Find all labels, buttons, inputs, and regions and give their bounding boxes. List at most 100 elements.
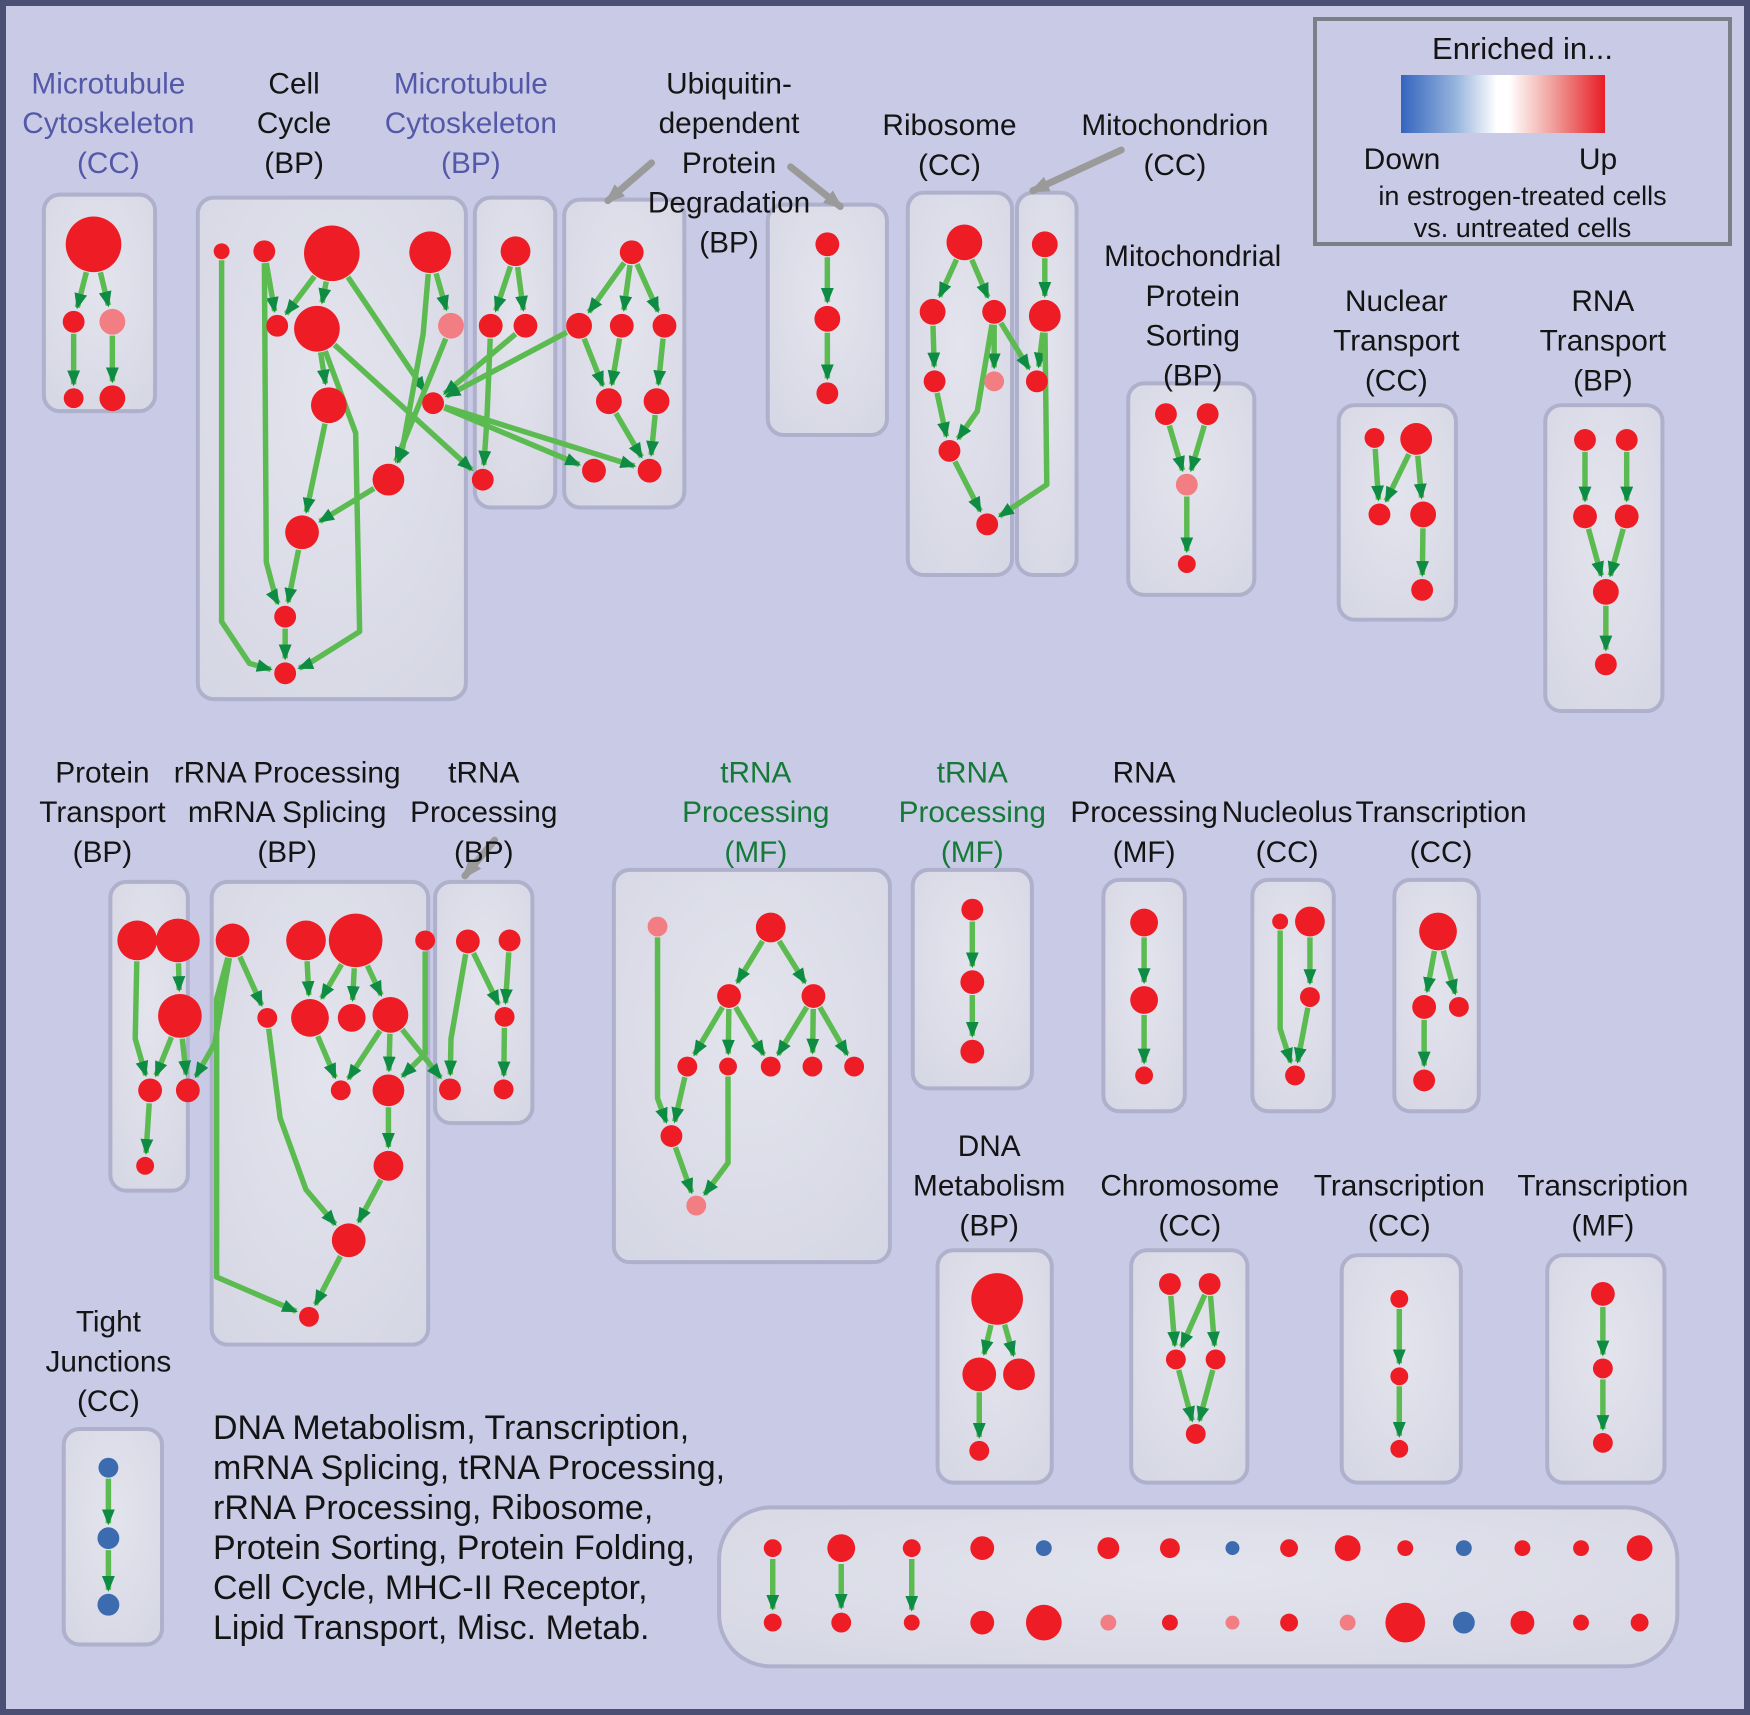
go-term-node <box>647 916 668 937</box>
edge-arrow <box>817 1005 850 1057</box>
go-term-node <box>1185 1424 1206 1444</box>
misc-annotation-line: Cell Cycle, MHC-II Receptor, <box>213 1569 648 1607</box>
edge-arrow <box>692 1005 725 1057</box>
go-term-node <box>763 1539 782 1558</box>
go-term-node <box>984 371 1005 392</box>
go-term-node <box>213 243 230 260</box>
go-term-node <box>763 1613 782 1632</box>
go-term-node <box>1130 986 1159 1014</box>
ubiquitin_degradation_a-label: Ubiquitin-dependent Protein Degradation (BP… <box>648 67 810 259</box>
edge-arrow <box>1423 950 1438 994</box>
edge-arrow <box>497 1027 511 1078</box>
go-term-node <box>331 1223 366 1258</box>
go-term-node <box>136 1156 155 1175</box>
edge-arrow <box>332 342 474 472</box>
network-diagram: Microtubule Cytoskeleton (CC) Cell Cycle (BP)… <box>22 67 1688 1669</box>
go-term-node <box>938 439 961 462</box>
go-term-node <box>677 1056 698 1077</box>
misc-annotation-line: rRNA Processing, Ribosome, <box>213 1489 654 1527</box>
go-term-node <box>1455 1540 1472 1557</box>
label-callout-arrow <box>1029 146 1125 195</box>
go-term-node <box>1364 428 1385 448</box>
edge-arrow <box>1206 1295 1220 1348</box>
edge-arrow <box>980 1324 994 1357</box>
edge-arrow <box>806 1008 820 1055</box>
go-term-node <box>158 994 202 1038</box>
edge-arrow <box>1371 448 1384 502</box>
go-term-node <box>582 458 606 483</box>
edge-arrow <box>654 937 669 1124</box>
go-term-node <box>1280 1539 1299 1558</box>
go-term-node <box>686 1195 707 1216</box>
trna_processing_mf_large-label: tRNA Processing (MF) <box>682 757 829 869</box>
go-term-node <box>719 1057 737 1076</box>
mt_cytoskeleton_cc-label: Microtubule Cytoskeleton (CC) <box>22 67 194 179</box>
go-term-node <box>1028 299 1061 332</box>
edge-arrow <box>702 1076 731 1197</box>
edge-arrow <box>586 261 627 314</box>
edge-arrow <box>213 956 299 1314</box>
rrna_mrna_processing-box <box>209 879 431 1347</box>
go-term-node <box>1368 503 1391 526</box>
go-term-node <box>1592 1358 1613 1379</box>
go-term-node <box>1626 1535 1653 1562</box>
go-term-node <box>98 1457 119 1478</box>
go-term-node <box>285 515 319 550</box>
edge-arrow <box>345 275 428 393</box>
edge-arrow <box>193 957 233 1079</box>
go-term-node <box>1165 1349 1186 1370</box>
go-term-node <box>1592 578 1619 605</box>
label-callout-arrow <box>461 836 499 880</box>
go-term-node <box>1390 1439 1409 1458</box>
edge-arrow <box>471 951 502 1007</box>
go-term-node <box>1205 1349 1226 1370</box>
go-term-node <box>903 1614 920 1631</box>
go-term-node <box>62 310 85 333</box>
go-term-node <box>652 313 677 338</box>
edge-arrow <box>400 1027 443 1080</box>
edge-arrow <box>619 264 633 312</box>
edge-arrow <box>1440 949 1458 996</box>
go-term-node <box>372 997 409 1033</box>
go-term-node <box>969 1440 990 1461</box>
protein_transport_bp-label: Protein Transport (BP) <box>39 757 166 869</box>
go-term-node <box>643 388 670 415</box>
edge-arrow <box>499 952 513 1005</box>
go-term-node <box>372 1074 405 1107</box>
misc-annotation-line: mRNA Splicing, tRNA Processing, <box>213 1449 726 1487</box>
edge-arrow <box>998 321 1032 371</box>
go-term-node <box>494 1006 515 1027</box>
edge-arrow <box>172 963 186 993</box>
go-term-node <box>717 984 741 1008</box>
edge-arrow <box>514 266 528 312</box>
go-term-node <box>1419 912 1457 951</box>
go-term-node <box>1339 1614 1356 1631</box>
go-term-node <box>962 1357 997 1392</box>
go-term-node <box>816 382 839 405</box>
go-term-node <box>1035 1540 1052 1557</box>
edge-arrow <box>356 1178 384 1224</box>
edge-arrow <box>237 955 265 1007</box>
go-term-node <box>755 912 786 943</box>
tight_junctions_cc-label: Tight Junctions (CC) <box>45 1306 171 1418</box>
go-term-node <box>500 236 531 267</box>
go-term-node <box>814 305 841 332</box>
go-term-node <box>1397 1540 1414 1557</box>
edge-arrow <box>1293 1007 1311 1064</box>
go-term-node <box>1400 423 1433 455</box>
edge-arrow <box>318 486 376 524</box>
go-term-node <box>438 312 464 339</box>
edge-arrow <box>302 423 328 514</box>
mt_cytoskeleton_bp-label: Microtubule Cytoskeleton (BP) <box>385 67 557 179</box>
go-term-node <box>760 1056 781 1077</box>
go-term-node <box>117 920 158 961</box>
go-term-node <box>63 388 84 409</box>
go-term-node <box>1573 504 1597 529</box>
go-term-node <box>961 898 984 921</box>
edge-arrow <box>1166 424 1186 473</box>
go-term-node <box>1615 429 1638 451</box>
go-term-node <box>1385 1602 1426 1643</box>
go-term-node <box>960 970 985 995</box>
go-term-node <box>1592 1432 1613 1453</box>
go-term-node <box>1574 429 1596 451</box>
